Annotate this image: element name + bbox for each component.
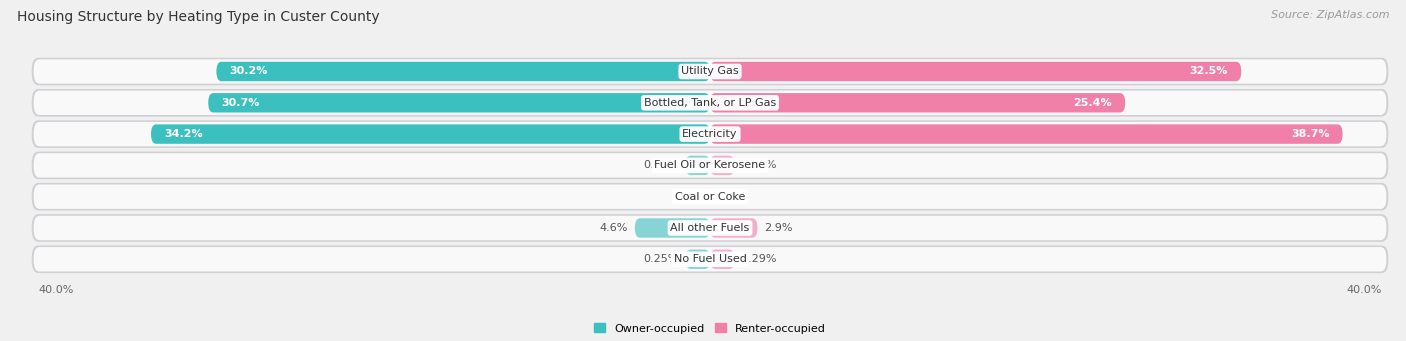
FancyBboxPatch shape xyxy=(34,122,1386,146)
FancyBboxPatch shape xyxy=(710,93,1125,113)
Text: 34.2%: 34.2% xyxy=(165,129,202,139)
Text: 30.7%: 30.7% xyxy=(221,98,260,108)
Text: Coal or Coke: Coal or Coke xyxy=(675,192,745,202)
FancyBboxPatch shape xyxy=(686,250,710,269)
FancyBboxPatch shape xyxy=(32,246,1388,273)
FancyBboxPatch shape xyxy=(208,93,710,113)
FancyBboxPatch shape xyxy=(34,216,1386,240)
Text: Housing Structure by Heating Type in Custer County: Housing Structure by Heating Type in Cus… xyxy=(17,10,380,24)
FancyBboxPatch shape xyxy=(34,153,1386,178)
FancyBboxPatch shape xyxy=(32,89,1388,117)
Text: 38.7%: 38.7% xyxy=(1291,129,1330,139)
Text: Utility Gas: Utility Gas xyxy=(682,66,738,76)
Text: Source: ZipAtlas.com: Source: ZipAtlas.com xyxy=(1271,10,1389,20)
Text: 25.4%: 25.4% xyxy=(1074,98,1112,108)
Text: 0.06%: 0.06% xyxy=(644,160,679,170)
FancyBboxPatch shape xyxy=(150,124,710,144)
Text: Electricity: Electricity xyxy=(682,129,738,139)
FancyBboxPatch shape xyxy=(32,152,1388,179)
FancyBboxPatch shape xyxy=(32,183,1388,210)
FancyBboxPatch shape xyxy=(32,214,1388,242)
FancyBboxPatch shape xyxy=(32,120,1388,148)
Text: 0.29%: 0.29% xyxy=(741,254,776,264)
FancyBboxPatch shape xyxy=(32,58,1388,85)
Text: 0.0%: 0.0% xyxy=(717,192,745,202)
Text: 0.0%: 0.0% xyxy=(675,192,703,202)
Text: 4.6%: 4.6% xyxy=(600,223,628,233)
FancyBboxPatch shape xyxy=(710,156,734,175)
FancyBboxPatch shape xyxy=(636,218,710,238)
Text: No Fuel Used: No Fuel Used xyxy=(673,254,747,264)
FancyBboxPatch shape xyxy=(217,62,710,81)
FancyBboxPatch shape xyxy=(710,124,1343,144)
FancyBboxPatch shape xyxy=(686,156,710,175)
Text: 0.22%: 0.22% xyxy=(741,160,776,170)
FancyBboxPatch shape xyxy=(710,250,734,269)
Text: 2.9%: 2.9% xyxy=(763,223,793,233)
FancyBboxPatch shape xyxy=(34,247,1386,271)
FancyBboxPatch shape xyxy=(710,62,1241,81)
FancyBboxPatch shape xyxy=(34,184,1386,209)
Text: Fuel Oil or Kerosene: Fuel Oil or Kerosene xyxy=(654,160,766,170)
Text: All other Fuels: All other Fuels xyxy=(671,223,749,233)
FancyBboxPatch shape xyxy=(34,91,1386,115)
FancyBboxPatch shape xyxy=(710,218,758,238)
Text: 32.5%: 32.5% xyxy=(1189,66,1229,76)
Text: 0.25%: 0.25% xyxy=(644,254,679,264)
Text: Bottled, Tank, or LP Gas: Bottled, Tank, or LP Gas xyxy=(644,98,776,108)
FancyBboxPatch shape xyxy=(34,59,1386,84)
Text: 30.2%: 30.2% xyxy=(229,66,269,76)
Legend: Owner-occupied, Renter-occupied: Owner-occupied, Renter-occupied xyxy=(589,319,831,338)
